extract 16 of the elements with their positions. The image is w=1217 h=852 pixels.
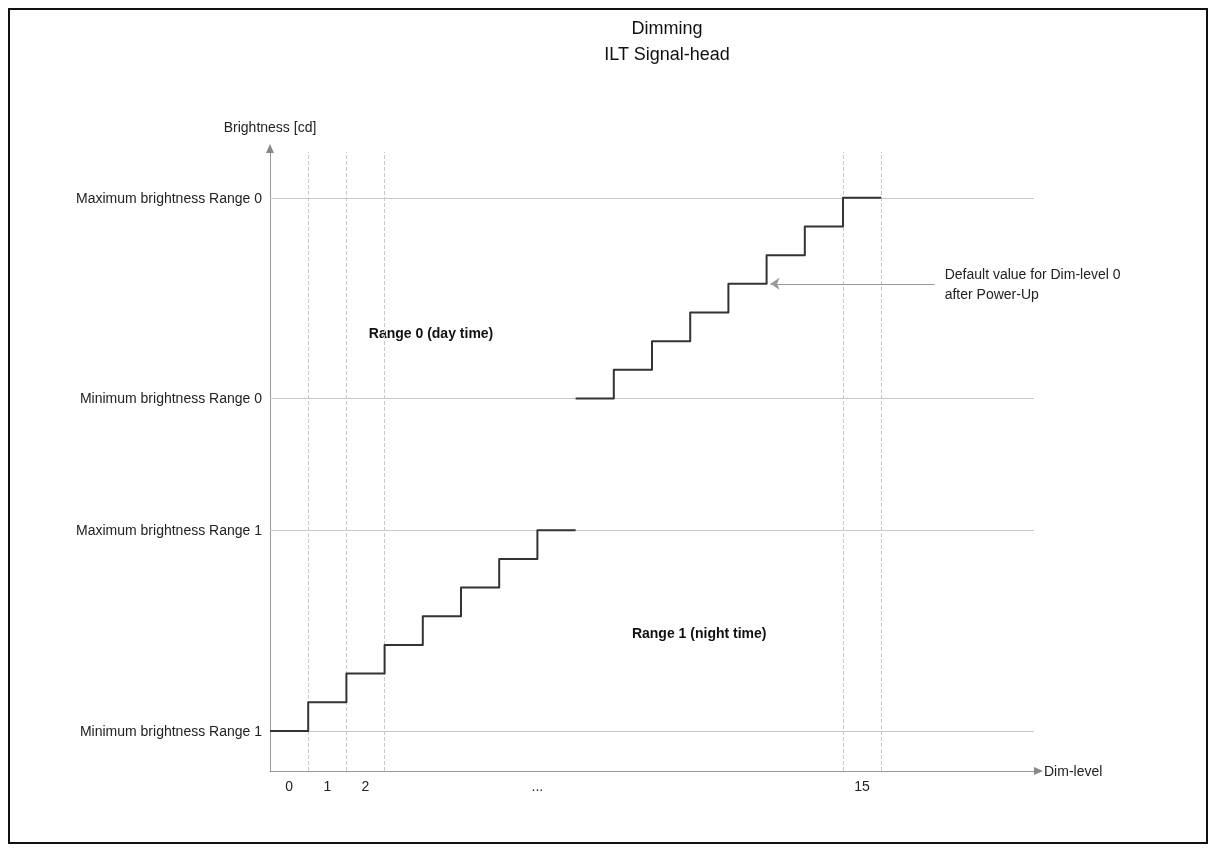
ref-line-label: Maximum brightness Range 1: [76, 522, 263, 539]
x-tick-label: 15: [854, 778, 871, 794]
ref-line-label: Minimum brightness Range 0: [79, 390, 263, 407]
x-tick-label: 1: [323, 778, 332, 794]
annotation: Range 1 (night time): [631, 624, 767, 641]
ref-line-label: Maximum brightness Range 0: [76, 189, 263, 206]
chart-subtitle: ILT Signal-head: [604, 44, 730, 64]
x-tick-label: 2: [361, 778, 370, 794]
chart-title: Dimming: [631, 18, 703, 38]
annotation: Default value for Dim-level 0 after Power-Up: [944, 265, 1125, 302]
x-tick-label: ...: [531, 778, 544, 794]
ref-line-label: Minimum brightness Range 1: [79, 722, 263, 739]
y-axis-title: Brightness [cd]: [223, 119, 317, 135]
x-tick-label: 0: [285, 778, 294, 794]
annotation: Range 0 (day time): [368, 325, 494, 342]
x-axis-title: Dim-level: [1044, 763, 1103, 779]
